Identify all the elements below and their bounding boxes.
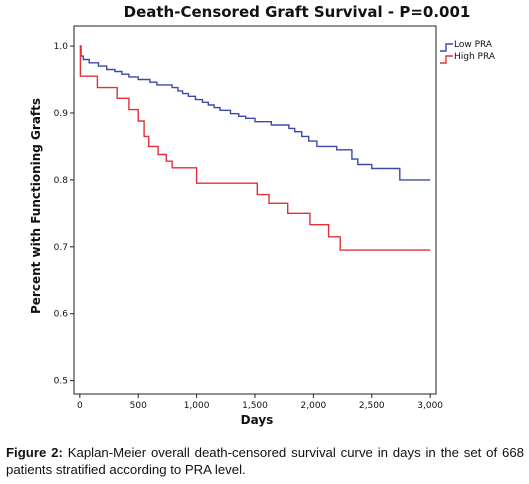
figure-caption: Figure 2: Kaplan-Meier overall death-cen… <box>6 444 524 478</box>
survival-chart: Death-Censored Graft Survival - P=0.001 … <box>29 3 496 427</box>
y-tick-label: 0.5 <box>54 377 68 387</box>
x-tick-label: 2,500 <box>359 401 385 411</box>
chart-series <box>79 45 431 251</box>
legend-symbol <box>440 43 453 52</box>
y-tick-label: 0.7 <box>54 243 68 253</box>
y-tick-label: 1.0 <box>54 42 69 52</box>
x-tick-label: 0 <box>77 401 83 411</box>
series-line-high-pra <box>79 45 431 251</box>
legend-label: High PRA <box>454 52 496 62</box>
y-tick-label: 0.9 <box>54 109 69 119</box>
x-tick-label: 2,000 <box>301 401 327 411</box>
x-tick-label: 1,000 <box>184 401 210 411</box>
y-axis-label: Percent with Functioning Grafts <box>29 98 43 314</box>
series-line-low-pra <box>79 45 431 181</box>
chart-legend: Low PRA High PRA <box>440 40 496 64</box>
y-tick-label: 0.6 <box>54 310 69 320</box>
chart-axes <box>73 25 437 395</box>
legend-symbol <box>440 55 453 64</box>
chart-title: Death-Censored Graft Survival - P=0.001 <box>124 3 471 21</box>
legend-label: Low PRA <box>454 40 493 50</box>
x-axis-label: Days <box>241 413 274 427</box>
x-tick-label: 3,000 <box>417 401 443 411</box>
x-tick-label: 1,500 <box>242 401 268 411</box>
caption-text: Kaplan-Meier overall death-censored surv… <box>6 445 524 477</box>
chart-ticks: 0 500 1,000 1,500 2,000 2,500 3,000 0.5 0.6 0.7 0.… <box>54 42 444 411</box>
x-tick-label: 500 <box>130 401 147 411</box>
y-tick-label: 0.8 <box>54 176 69 186</box>
plot-frame <box>73 25 437 395</box>
caption-label: Figure 2: <box>6 445 63 460</box>
